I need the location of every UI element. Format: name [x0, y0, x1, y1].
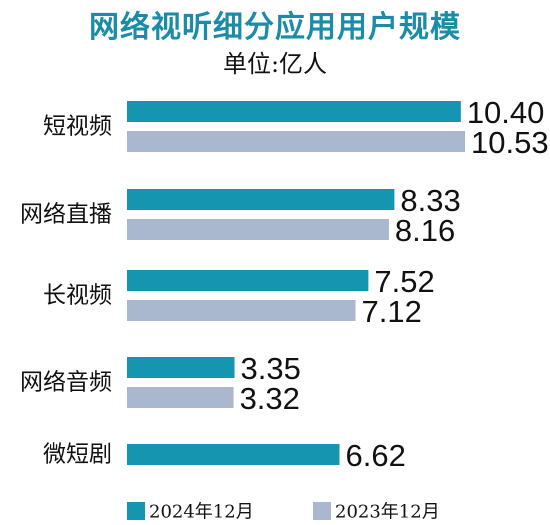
category-label: 短视频 [43, 114, 112, 140]
data-label: 8.33 [400, 183, 460, 218]
bar-2023 [127, 131, 465, 152]
chart-title: 网络视听细分应用用户规模 [89, 10, 461, 45]
bar-2023 [127, 300, 356, 321]
bar-2024 [127, 101, 461, 122]
bar-2024 [127, 270, 369, 291]
chart-subtitle: 单位:亿人 [222, 50, 328, 78]
bar-2023 [127, 387, 234, 408]
category-label: 长视频 [43, 283, 112, 309]
data-label: 8.16 [395, 213, 455, 248]
bar-2024 [127, 444, 340, 465]
data-label: 3.35 [241, 351, 301, 386]
category-label: 网络直播 [20, 202, 112, 228]
data-label: 7.52 [374, 264, 434, 299]
category-label: 网络音频 [20, 370, 112, 396]
legend-swatch-2023 [313, 502, 331, 520]
data-label: 10.53 [471, 125, 549, 160]
bar-2023 [127, 219, 389, 240]
bar-2024 [127, 189, 395, 210]
data-label: 10.40 [467, 95, 545, 130]
legend-swatch-2024 [127, 502, 145, 520]
legend-label: 2024年12月 [149, 502, 254, 523]
bar-2024 [127, 357, 235, 378]
data-label: 7.12 [362, 294, 422, 329]
data-label: 6.62 [345, 438, 405, 473]
data-label: 3.32 [240, 381, 300, 416]
category-label: 微短剧 [43, 442, 112, 468]
legend-label: 2023年12月 [335, 502, 440, 523]
